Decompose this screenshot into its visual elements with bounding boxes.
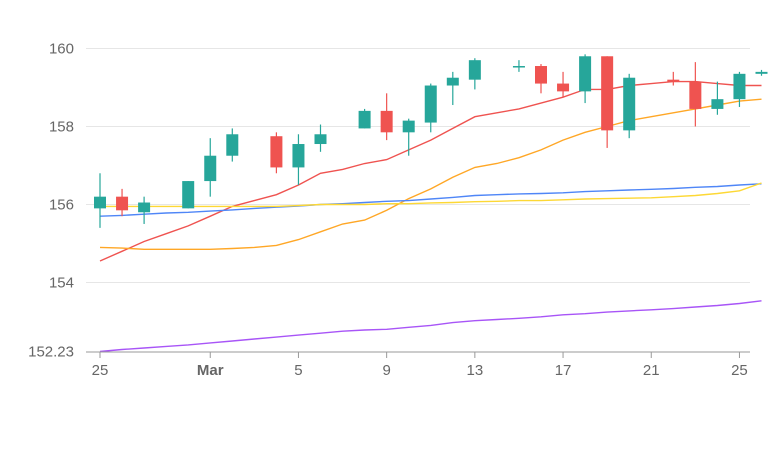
indicator-line: [99, 98, 762, 250]
candle-body: [402, 120, 415, 133]
x-tick-label: 9: [382, 362, 390, 379]
candle-body: [535, 66, 547, 84]
candle: [270, 132, 283, 174]
candle: [226, 128, 239, 162]
candle: [579, 54, 592, 104]
candle: [755, 69, 768, 76]
candle: [424, 83, 437, 133]
candle-body: [623, 77, 636, 131]
grid-lines: [86, 47, 750, 283]
candle-body: [711, 99, 724, 109]
x-tick-label: 25: [731, 362, 748, 379]
candle: [182, 181, 195, 209]
candle: [689, 62, 702, 127]
candle: [380, 93, 393, 141]
candle-body: [512, 66, 525, 68]
candle-body: [358, 110, 371, 129]
candle: [116, 188, 129, 217]
indicator-line: [99, 300, 762, 353]
candle: [358, 108, 371, 129]
candle: [512, 60, 525, 72]
candle-body: [314, 134, 327, 145]
candle: [138, 196, 151, 224]
candle-body: [446, 77, 459, 86]
x-axis: 25 Mar 5 9 13 17 21 25: [86, 351, 750, 379]
candle: [468, 58, 481, 90]
candle: [292, 134, 305, 185]
x-tick-label: Mar: [197, 362, 224, 379]
candle-body: [601, 56, 614, 131]
candle: [402, 118, 415, 156]
candle-body: [270, 136, 283, 168]
y-axis: 152.23 154 156 158 160: [28, 40, 74, 360]
x-tick-label: 21: [643, 362, 660, 379]
candles: [94, 54, 768, 228]
candle-body: [226, 134, 239, 156]
candle-body: [380, 110, 393, 133]
y-tick-label: 156: [49, 196, 74, 213]
candle: [204, 138, 217, 197]
candle-body: [557, 83, 570, 92]
candle-body: [116, 196, 129, 211]
x-tick-label: 17: [555, 362, 572, 379]
indicator-line: [99, 80, 762, 262]
candle: [711, 81, 724, 115]
candle-body: [204, 155, 217, 182]
y-tick-label: 152.23: [28, 344, 74, 361]
candle-body: [667, 79, 680, 82]
candle-body: [468, 60, 481, 80]
indicator-lines: [99, 80, 762, 353]
candle-body: [292, 144, 305, 168]
indicator-line: [99, 183, 762, 217]
candle: [535, 64, 547, 94]
y-tick-label: 154: [49, 274, 74, 291]
candle: [623, 73, 636, 139]
candle: [314, 124, 327, 152]
candle: [94, 173, 106, 228]
y-tick-label: 160: [49, 40, 74, 57]
indicator-line: [100, 182, 762, 208]
candle: [733, 71, 746, 107]
x-tick-label: 5: [294, 362, 302, 379]
x-tick-label: 25: [92, 362, 109, 379]
candle-body: [94, 196, 106, 209]
candle-body: [138, 202, 151, 213]
candle-body: [689, 81, 702, 109]
candle-body: [733, 73, 746, 100]
y-tick-label: 158: [49, 118, 74, 135]
candle-body: [424, 85, 437, 123]
candle-body: [755, 71, 768, 74]
candle: [667, 71, 680, 86]
candle-body: [182, 181, 195, 209]
candle: [557, 71, 570, 98]
candle: [601, 56, 614, 148]
x-tick-label: 13: [467, 362, 484, 379]
candle: [446, 71, 459, 106]
candle-body: [579, 56, 592, 92]
